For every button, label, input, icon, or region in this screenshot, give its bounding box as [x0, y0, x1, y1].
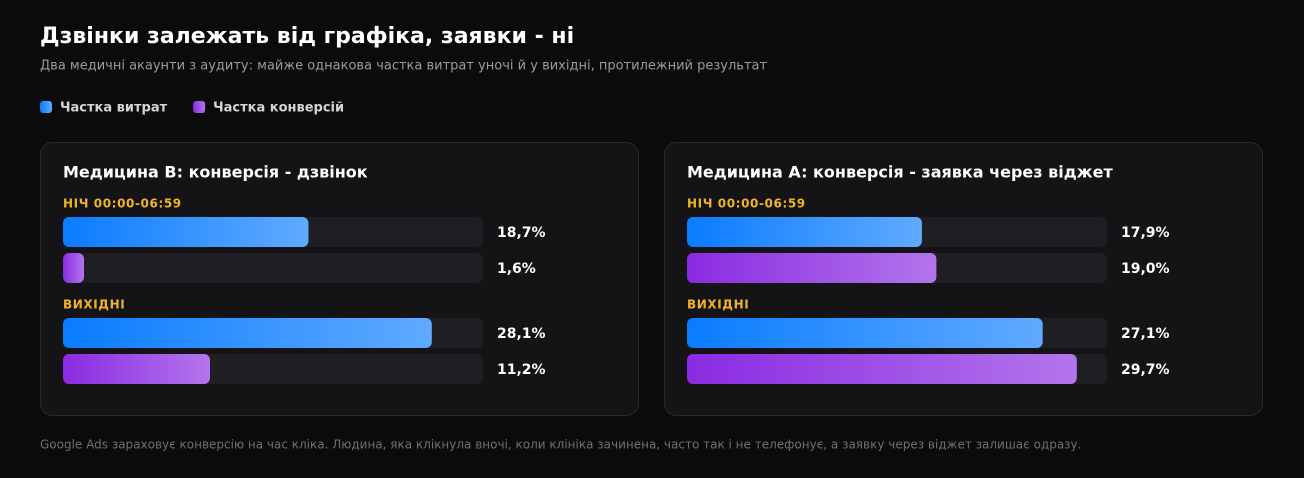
- bar: [63, 354, 210, 384]
- bar: [687, 217, 922, 247]
- bar: [63, 217, 309, 247]
- category-label: НІЧ 00:00-06:59: [63, 197, 182, 211]
- value-label: 28,1%: [497, 326, 546, 342]
- bar: [63, 318, 432, 348]
- category-label: ВИХІДНІ: [687, 298, 749, 312]
- panel-title: Медицина B: конверсія - дзвінок: [63, 163, 368, 182]
- bar-track: [63, 253, 483, 283]
- legend-swatch: [40, 101, 52, 113]
- page-title: Дзвінки залежать від графіка, заявки - н…: [40, 24, 574, 49]
- bar: [687, 318, 1043, 348]
- footnote: Google Ads зараховує конверсію на час кл…: [40, 438, 1081, 452]
- value-label: 18,7%: [497, 225, 546, 241]
- bar: [687, 253, 937, 283]
- bar: [63, 253, 84, 283]
- value-label: 27,1%: [1121, 326, 1170, 342]
- panel-title: Медицина A: конверсія - заявка через від…: [687, 163, 1113, 182]
- category-label: ВИХІДНІ: [63, 298, 125, 312]
- value-label: 11,2%: [497, 362, 546, 378]
- legend-label: Частка конверсій: [213, 101, 344, 116]
- value-label: 17,9%: [1121, 225, 1170, 241]
- value-label: 29,7%: [1121, 362, 1170, 378]
- value-label: 1,6%: [497, 261, 536, 277]
- bar: [687, 354, 1077, 384]
- value-label: 19,0%: [1121, 261, 1170, 277]
- legend-label: Частка витрат: [60, 101, 168, 116]
- category-label: НІЧ 00:00-06:59: [687, 197, 806, 211]
- legend-swatch: [193, 101, 206, 113]
- page-subtitle: Два медичні акаунти з аудиту: майже одна…: [40, 59, 767, 74]
